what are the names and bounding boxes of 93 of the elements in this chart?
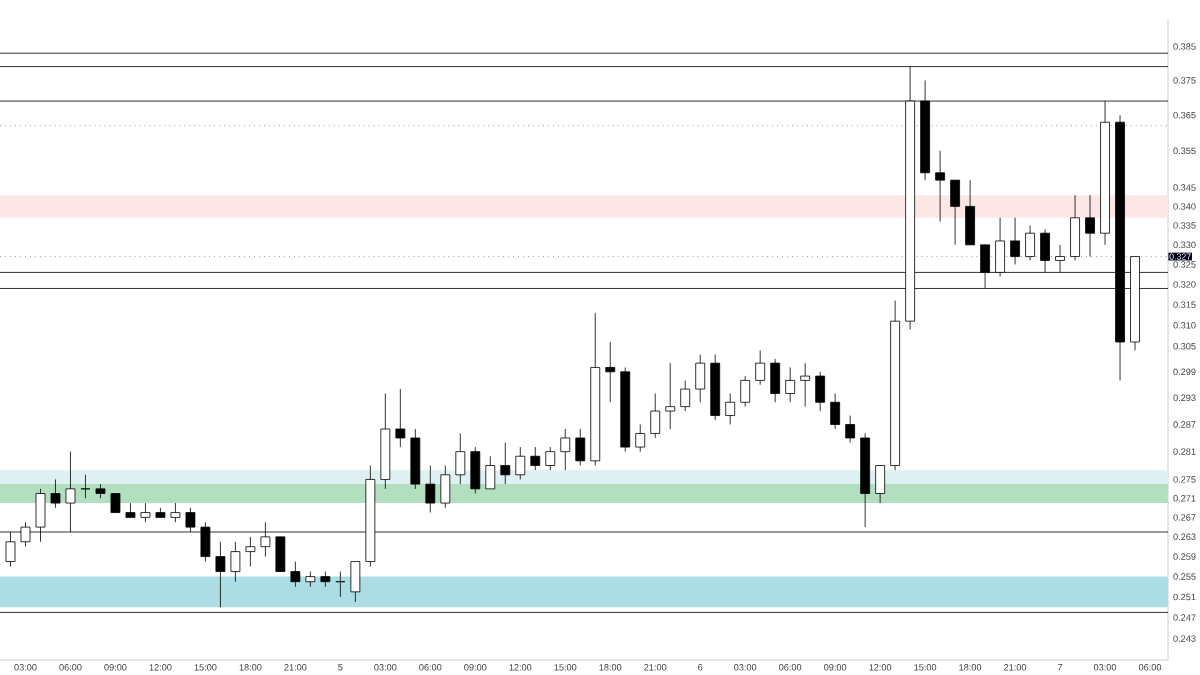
candlestick [230,541,241,583]
y-tick-label: 0.385 [1173,43,1196,50]
x-tick-label: 15:00 [554,664,577,671]
candlestick [560,428,571,471]
y-tick-label: 0.310 [1173,322,1196,329]
candlestick [290,561,301,588]
candlestick [725,393,736,425]
y-tick-label: 0.315 [1173,301,1196,308]
candlestick [740,375,751,408]
candlestick [530,446,541,471]
x-tick-label: 03:00 [734,664,757,671]
candlestick [635,424,646,453]
candlestick [575,428,586,466]
x-tick-label: 21:00 [284,664,307,671]
candlestick [650,393,661,439]
candlestick [455,433,466,485]
candlestick [170,502,181,523]
x-tick-label: 21:00 [644,664,667,671]
candlestick [395,388,406,448]
y-tick-label: 0.251 [1173,593,1196,601]
y-tick-label: 0.375 [1173,77,1196,84]
y-tick-label: 0.243 [1173,635,1196,642]
y-tick-label: 0.281 [1173,448,1196,455]
x-tick-label: 15:00 [914,664,937,671]
x-tick-label: 03:00 [14,664,37,671]
x-tick-label: 09:00 [464,664,487,671]
y-tick-label: 0.255 [1173,573,1196,580]
x-tick-label: 09:00 [824,664,847,671]
candlestick [5,531,16,567]
candlestick [140,502,151,523]
candlestick [545,446,556,471]
candlestick [1085,194,1095,257]
y-tick-label: 0.325 [1173,261,1196,268]
x-tick-label: 06:00 [59,664,82,671]
y-tick-label: 0.271 [1173,495,1196,502]
candlestick [1025,225,1035,261]
x-tick-label: 6 [698,664,703,671]
candlestick [680,380,691,412]
x-tick-label: 06:00 [779,664,802,671]
candlestick [785,367,796,403]
y-tick-label: 0.259 [1173,553,1196,560]
candlestick [935,150,945,222]
x-tick-label: 15:00 [194,664,217,671]
candlestick [110,493,121,513]
candlestick [245,536,256,567]
candlestick [800,362,811,408]
x-tick-label: 12:00 [869,664,892,671]
x-tick-label: 06:00 [1138,664,1162,671]
ref-line-label: 0.327 [1169,253,1191,260]
y-tick-label: 0.335 [1173,222,1196,229]
y-tick-label: 0.340 [1173,203,1196,210]
x-tick-label: 12:00 [509,664,532,671]
candlestick [215,541,226,608]
candlestick [65,451,76,533]
y-tick-label: 0.345 [1173,184,1196,191]
y-tick-label: 0.330 [1173,241,1196,249]
candlestick [185,507,196,533]
y-tick-label: 0.305 [1173,342,1196,350]
candlestick [515,446,526,480]
y-tick-label: 0.293 [1173,394,1196,402]
x-tick-label: 06:00 [419,664,442,671]
y-tick-label: 0.275 [1173,476,1196,483]
y-tick-label: 0.287 [1173,421,1196,428]
y-tick-label: 0.267 [1173,514,1196,521]
y-tick-label: 0.355 [1173,147,1196,155]
candlestick [425,465,436,513]
candlestick [665,362,676,430]
candlestick [260,521,271,557]
candlestick [830,393,841,430]
x-tick-label: 18:00 [599,664,622,671]
x-tick-label: 5 [338,664,343,671]
candlestick [1055,244,1065,273]
y-tick-label: 0.247 [1173,614,1196,621]
y-tick-label: 0.299 [1173,368,1196,376]
x-tick-label: 18:00 [959,664,982,671]
x-tick-label: 03:00 [1093,664,1117,671]
y-tick-label: 0.263 [1173,533,1196,541]
x-tick-label: 21:00 [1004,664,1027,671]
candlestick [500,442,511,485]
candlestick [845,415,856,443]
candlestick [485,455,496,490]
candlestick [605,341,616,403]
x-tick-label: 09:00 [104,664,127,671]
x-tick-label: 18:00 [239,664,262,671]
y-tick-label: 0.365 [1173,111,1196,119]
candlestick [20,521,31,548]
candlestick [755,350,766,386]
candlestick [1010,217,1020,265]
x-tick-label: 7 [1057,664,1063,671]
y-tick-label: 0.320 [1173,281,1196,288]
x-tick-label: 03:00 [374,664,397,671]
x-tick-label: 12:00 [149,664,172,671]
candlestick [50,479,61,509]
